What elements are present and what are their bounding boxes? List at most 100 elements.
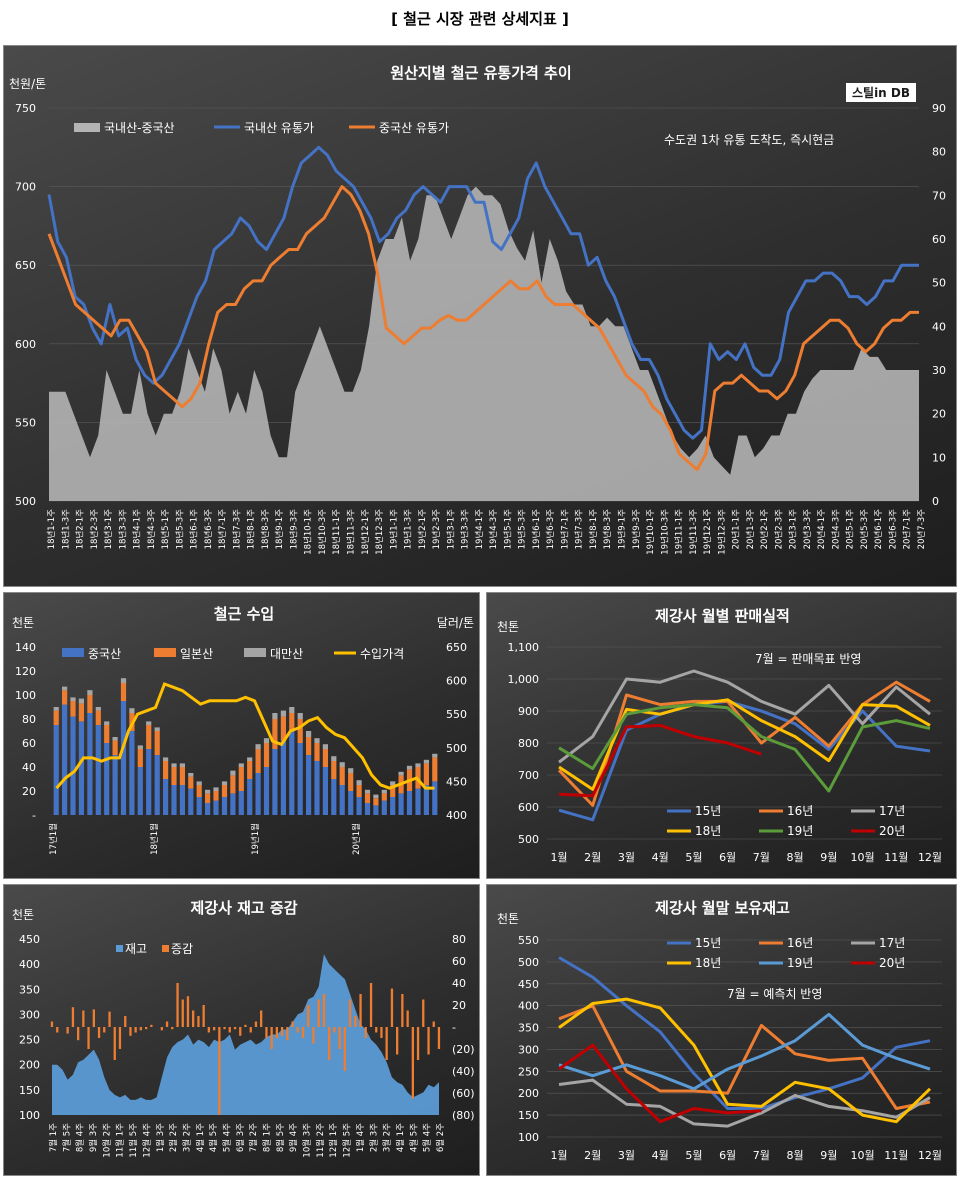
x-tick-label: 20년3-3주 [802, 509, 813, 550]
import-bar [415, 763, 421, 767]
import-bar [196, 785, 202, 797]
x-tick-label: 5월 [685, 1149, 702, 1162]
import-bar [70, 716, 76, 815]
import-bar [381, 800, 387, 815]
legend-label: 16년 [787, 804, 813, 818]
x-tick-label: 9월 [820, 1149, 837, 1162]
legend-swatch [162, 945, 169, 952]
x-tick-label: 4월 1주 [195, 1123, 206, 1152]
x-tick-label: 2월 3주 [368, 1123, 379, 1152]
x-tick-label: 19년9-1주 [616, 509, 627, 550]
x-tick-label: 5월 [685, 851, 702, 864]
y2-tick-label: 550 [446, 708, 467, 721]
y-tick-label: 60 [22, 737, 36, 750]
y-tick-label: 80 [22, 713, 36, 726]
change-bar [322, 994, 326, 1027]
x-tick-label: 4월 5주 [408, 1123, 419, 1152]
series-line [558, 723, 762, 798]
x-tick-label: 12월 [918, 1149, 942, 1162]
x-tick-label: 18년10-1주 [303, 509, 314, 555]
import-bar [112, 740, 118, 755]
x-tick-label: 10월 [850, 851, 874, 864]
change-bar [312, 1027, 315, 1044]
x-tick-label: 9월 4주 [288, 1123, 299, 1152]
x-tick-label: 12월 4주 [141, 1123, 152, 1158]
import-bar [70, 701, 76, 717]
x-tick-label: 20년7-1주 [902, 509, 913, 550]
x-tick-label: 20년1-1주 [731, 509, 742, 550]
x-tick-label: 19년5-1주 [502, 509, 513, 550]
legend-label: 19년 [787, 824, 813, 838]
import-bar [120, 678, 127, 683]
legend-label: 국내산-중국산 [104, 121, 175, 135]
import-bar [373, 805, 379, 815]
change-bar [118, 1027, 122, 1049]
import-bar [348, 768, 354, 773]
import-bar [432, 753, 438, 758]
legend-label: 국내산 유통가 [244, 121, 314, 135]
import-bar [306, 755, 312, 815]
import-bar [163, 779, 169, 815]
import-bar [314, 738, 320, 743]
x-tick-label: 18년6-1주 [189, 509, 200, 550]
import-bar [78, 703, 84, 722]
import-bar [230, 770, 236, 776]
series-line [558, 1043, 762, 1124]
change-bar [260, 1010, 263, 1027]
legend-label: 20년 [879, 824, 905, 838]
import-bar [87, 713, 93, 815]
import-bar [314, 743, 320, 761]
legend-swatch [116, 945, 123, 952]
logo-box [846, 83, 916, 102]
import-bar [188, 776, 194, 789]
change-bar [207, 1027, 210, 1033]
import-bar [314, 761, 320, 815]
legend-swatch [244, 648, 266, 657]
import-bar [432, 781, 438, 815]
x-tick-label: 18년12-3주 [374, 509, 385, 555]
y2-tick-label: (80) [452, 1109, 475, 1122]
import-bar [247, 757, 253, 761]
y-tick-label: 300 [19, 1008, 40, 1021]
x-tick-label: 10월 3주 [302, 1123, 313, 1158]
legend-label: 중국산 [88, 647, 121, 661]
import-bar [112, 737, 118, 741]
page-title: [ 철근 시장 관련 상세지표 ] [391, 10, 569, 28]
x-tick-label: 20년4-3주 [830, 509, 841, 550]
x-tick-label: 20년2-3주 [773, 509, 784, 550]
legend-swatch [62, 648, 84, 657]
import-bar [348, 773, 354, 791]
y-axis-unit: 천원/톤 [9, 76, 46, 91]
change-bar [338, 1027, 341, 1049]
change-bar [129, 1027, 132, 1036]
y-tick-label: 550 [15, 416, 36, 429]
legend-label: 재고 [125, 942, 147, 956]
change-bar [265, 1027, 268, 1038]
import-bar [364, 793, 371, 803]
legend-label: 중국산 유통가 [379, 121, 449, 135]
import-bar [263, 767, 270, 815]
x-tick-label: 6월 [719, 1149, 736, 1162]
y-tick-label: 500 [518, 833, 539, 846]
import-bar [423, 759, 429, 764]
x-tick-label: 8월 [787, 1149, 804, 1162]
change-bar [375, 1027, 378, 1033]
y2-tick-label: (60) [452, 1087, 475, 1100]
change-bar [228, 1027, 231, 1033]
x-tick-label: 18년4-1주 [132, 509, 143, 550]
import-bar [255, 749, 261, 773]
x-tick-label: 11월 5주 [128, 1123, 139, 1158]
legend-swatch [74, 123, 100, 132]
change-bar [328, 1027, 331, 1060]
x-tick-label: 20년5-1주 [845, 509, 856, 550]
import-bar [95, 725, 101, 815]
change-bar [286, 1027, 289, 1041]
y-tick-label: 140 [15, 641, 36, 654]
import-bar [423, 763, 429, 785]
import-bar [104, 743, 110, 815]
import-bar [221, 785, 228, 797]
change-bar [280, 1027, 284, 1036]
x-tick-label: 19년1-1주 [388, 509, 399, 550]
chart-title: 제강사 월별 판매실적 [655, 607, 790, 625]
import-bar [364, 789, 371, 794]
